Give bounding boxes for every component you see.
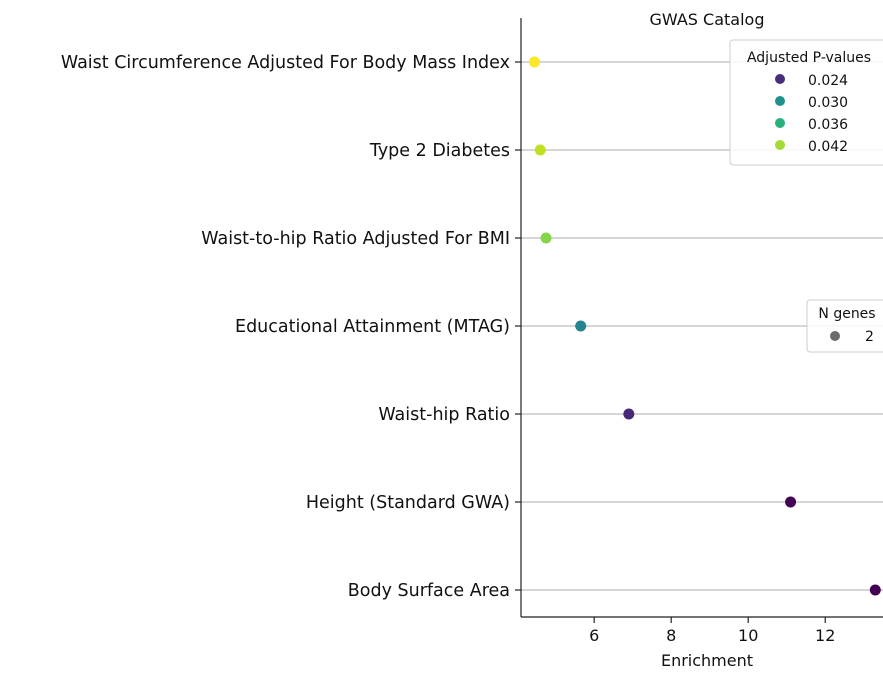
data-point — [528, 56, 540, 68]
category-labels: Waist Circumference Adjusted For Body Ma… — [61, 53, 510, 601]
legend-entries: 2 — [830, 329, 874, 345]
axes — [520, 18, 883, 618]
category-label: Waist Circumference Adjusted For Body Ma… — [61, 53, 510, 73]
legend-n-genes: N genes 2 — [806, 299, 883, 353]
legend-entries: 0.024 0.030 0.036 0.042 — [775, 73, 848, 155]
legend-marker — [775, 96, 785, 106]
legend-label: 2 — [865, 329, 874, 345]
legend-label: 0.036 — [808, 117, 848, 133]
x-tick-label: 12 — [815, 626, 835, 645]
legend-box — [729, 39, 883, 166]
legend-title: Adjusted P-values — [747, 50, 871, 66]
legend-marker — [830, 331, 840, 341]
category-label: Type 2 Diabetes — [369, 141, 510, 161]
category-label: Height (Standard GWA) — [306, 493, 510, 513]
data-point — [785, 496, 797, 508]
x-tick-label: 8 — [666, 626, 676, 645]
x-axis-title: Enrichment — [661, 651, 753, 670]
legend-box — [806, 299, 883, 353]
data-point — [869, 584, 881, 596]
data-point — [534, 144, 546, 156]
data-point — [575, 320, 587, 332]
legend-adjusted-p-values: Adjusted P-values 0.024 0.030 0.036 0.042 — [729, 39, 883, 166]
data-points — [528, 56, 881, 596]
legend-marker — [775, 140, 785, 150]
category-label: Waist-to-hip Ratio Adjusted For BMI — [201, 229, 510, 249]
x-tick-label: 6 — [589, 626, 599, 645]
x-ticks: 6 8 10 12 — [589, 617, 835, 645]
legend-label: 0.024 — [808, 73, 848, 89]
data-point — [540, 232, 552, 244]
data-point — [623, 408, 635, 420]
chart-title: GWAS Catalog — [650, 10, 765, 29]
legend-title: N genes — [818, 306, 875, 322]
legend-label: 0.042 — [808, 139, 848, 155]
legend-marker — [775, 118, 785, 128]
category-label: Waist-hip Ratio — [378, 405, 510, 425]
category-label: Body Surface Area — [348, 581, 510, 601]
legend-marker — [775, 74, 785, 84]
category-label: Educational Attainment (MTAG) — [235, 317, 510, 337]
legend-label: 0.030 — [808, 95, 848, 111]
x-tick-label: 10 — [738, 626, 758, 645]
